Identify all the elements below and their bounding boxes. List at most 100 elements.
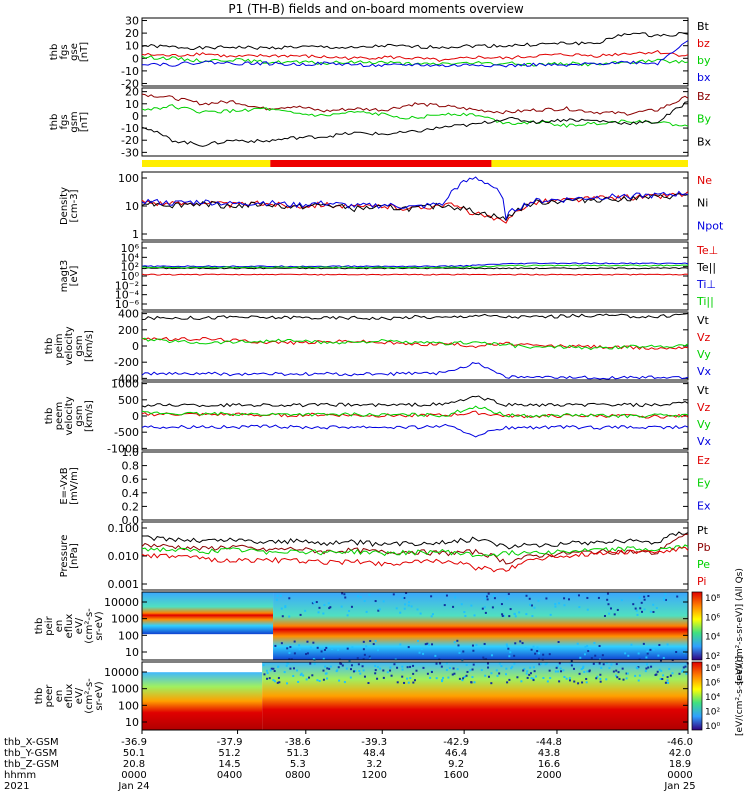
spectrogram-speck: [408, 601, 411, 604]
series-line-vx: [141, 423, 689, 438]
spectrogram-speck: [396, 681, 399, 684]
y-axis-label: peer: [44, 684, 55, 708]
spectrogram-speck: [606, 592, 609, 595]
legend-3: Pi: [697, 575, 706, 588]
spectrogram-speck: [638, 674, 641, 677]
spectrogram-speck: [480, 647, 483, 650]
spectrogram-speck: [545, 597, 548, 600]
spectrogram-speck: [350, 664, 353, 667]
spectrogram-speck: [418, 651, 421, 654]
legend-1: bz: [697, 37, 710, 50]
spectrogram-speck: [407, 681, 410, 684]
spectrogram-speck: [363, 653, 366, 656]
spectrogram-speck: [266, 677, 269, 680]
spectrogram-speck: [664, 593, 667, 596]
panel-6: 1000 500 0 -500 -1000 thb peem velocity gsm [km/s…: [44, 378, 712, 456]
y-axis-label: (cm²-s-: [84, 678, 95, 714]
y-tick-label: 10⁴: [121, 251, 140, 264]
spectrogram-speck: [374, 669, 377, 672]
spectrogram-left: [142, 592, 274, 635]
spectrogram-speck: [602, 663, 605, 666]
colorbar: [692, 662, 702, 730]
spectrogram-speck: [441, 679, 444, 682]
spectrogram-speck: [645, 656, 648, 659]
spectrogram-speck: [549, 613, 552, 616]
spectrogram-speck: [309, 662, 312, 665]
spectrogram-speck: [288, 658, 291, 661]
spectrogram-speck: [378, 608, 381, 611]
legend-2: Vy: [697, 348, 711, 361]
spectrogram-speck: [359, 596, 362, 599]
footer-cell: Jan 25: [663, 781, 695, 792]
spectrogram-speck: [404, 603, 407, 606]
spectrogram-speck: [454, 596, 457, 599]
spectrogram-speck: [325, 646, 328, 649]
spectrogram-speck: [638, 596, 641, 599]
spectrogram-speck: [422, 666, 425, 669]
y-tick-label: 0.100: [108, 522, 140, 535]
y-tick-label: 10⁶: [121, 242, 140, 255]
spectrogram-speck: [528, 673, 531, 676]
y-tick-label: 10: [125, 200, 139, 213]
spectrogram-speck: [599, 680, 602, 683]
y-axis-label: magt3: [59, 260, 70, 293]
spectrogram-speck: [445, 668, 448, 671]
spectrogram-speck: [554, 605, 557, 608]
spectrogram-speck: [662, 596, 665, 599]
spectrogram-speck: [655, 673, 658, 676]
spectrogram-speck: [645, 667, 648, 670]
panel-frame: [141, 591, 689, 661]
spectrogram-speck: [508, 615, 511, 618]
spectrogram-speck: [277, 676, 280, 679]
spectrogram-speck: [403, 607, 406, 610]
spectrogram-speck: [518, 611, 521, 614]
legend-1: Ni: [697, 197, 708, 210]
spectrogram-speck: [596, 675, 599, 678]
spectrogram-speck: [362, 658, 365, 661]
footer-cell: 51.3: [287, 748, 309, 759]
colorbar-frame: [691, 591, 703, 661]
y-tick-label: -1000: [107, 442, 139, 455]
spectrogram-speck: [500, 665, 503, 668]
series-line-pe: [141, 544, 689, 558]
spectrogram-speck: [309, 646, 312, 649]
spectrogram-speck: [427, 643, 430, 646]
spectrogram-speck: [642, 642, 645, 645]
spectrogram-speck: [592, 662, 595, 665]
spectrogram-speck: [386, 671, 389, 674]
spectrogram-speck: [532, 679, 535, 682]
spectrogram-speck: [448, 667, 451, 670]
footer-cell: -38.6: [285, 737, 311, 748]
spectrogram-speck: [646, 650, 649, 653]
y-axis-label: [km/s]: [84, 330, 95, 362]
spectrogram-speck: [475, 643, 478, 646]
spectrogram-speck: [274, 644, 277, 647]
y-axis-label: [km/s]: [84, 400, 95, 432]
spectrogram-speck: [487, 675, 490, 678]
colorbar-label: [eV/(cm²-s-sr-eV)]: [735, 656, 745, 736]
y-axis-label: Density: [59, 187, 70, 225]
spectrogram-speck: [329, 665, 332, 668]
colorbar-tick-label: 10²: [705, 708, 720, 718]
panel-3: 100 10 1 Density [cm-3] Ne Ni Npot: [59, 171, 724, 241]
spectrogram-speck: [621, 667, 624, 670]
series-line-bz: [141, 49, 689, 62]
colorbar-label: [eV/(cm²-s-sr-eV)] (All Qs): [735, 568, 745, 684]
spectrogram-speck: [548, 669, 551, 672]
spectrogram-speck: [612, 670, 615, 673]
spectrogram-main: [262, 662, 688, 730]
spectrogram-speck: [470, 604, 473, 607]
y-axis-label: Pressure: [59, 535, 70, 578]
spectrogram-speck: [486, 662, 489, 665]
spectrogram-speck: [683, 651, 686, 654]
spectrogram-speck: [313, 662, 316, 665]
spectrogram-speck: [340, 662, 343, 665]
spectrogram-speck: [586, 608, 589, 611]
y-tick-label: -20: [121, 77, 139, 90]
spectrogram-speck: [530, 677, 533, 680]
spectrogram-speck: [270, 667, 273, 670]
footer-cell: 14.5: [218, 759, 240, 770]
panel-10: 10⁸ 10⁶ 10⁴ 10² 10⁰ [eV/(cm²-s-sr-eV)] 10000 10…: [34, 656, 745, 736]
series-line-ti: [141, 262, 689, 268]
